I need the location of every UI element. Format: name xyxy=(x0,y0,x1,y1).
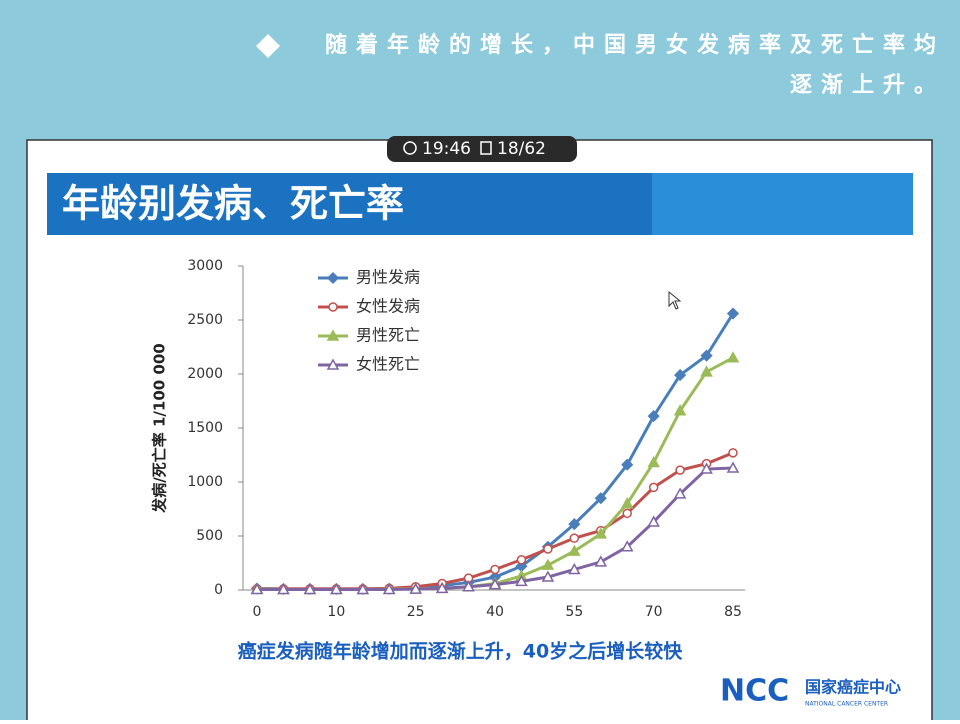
y-tick-label: 2500 xyxy=(187,312,223,328)
data-point xyxy=(648,482,659,493)
data-point xyxy=(490,564,500,575)
data-point xyxy=(515,574,528,587)
data-point xyxy=(674,369,687,382)
logo-name: 国家癌症中心 xyxy=(805,678,901,697)
data-point xyxy=(620,540,634,552)
x-tick-label: 40 xyxy=(486,604,504,620)
data-point xyxy=(621,458,634,471)
data-point xyxy=(700,365,713,377)
data-point xyxy=(673,487,687,499)
status-badge xyxy=(387,136,577,162)
status-page: 18/62 xyxy=(497,139,546,159)
data-point xyxy=(647,410,660,423)
data-point xyxy=(726,461,740,473)
data-point xyxy=(488,578,502,590)
title-band-right xyxy=(652,173,913,235)
data-point xyxy=(700,462,713,474)
slide-frame xyxy=(26,139,933,724)
legend-marker xyxy=(326,329,340,341)
legend-marker xyxy=(326,358,340,370)
logo-mark: NCC xyxy=(720,674,789,709)
y-tick-label: 2000 xyxy=(187,366,223,382)
data-point xyxy=(594,555,608,567)
data-point xyxy=(409,582,422,594)
data-point xyxy=(726,307,740,320)
y-tick-label: 500 xyxy=(196,528,223,544)
data-point xyxy=(594,492,607,505)
legend-label: 男性死亡 xyxy=(356,326,420,345)
header-text: 随着年龄的增长，中国男女发病率及死亡率均逐渐上升。 xyxy=(324,33,945,98)
y-tick-label: 3000 xyxy=(187,258,223,274)
x-tick-label: 25 xyxy=(407,604,425,620)
data-point xyxy=(728,448,738,458)
data-point xyxy=(356,582,370,595)
clock-icon xyxy=(403,141,417,155)
legend-label: 女性死亡 xyxy=(356,355,420,374)
legend-marker xyxy=(328,302,338,312)
data-point xyxy=(673,404,687,416)
header-box: 随着年龄的增长，中国男女发病率及死亡率均逐渐上升。 xyxy=(324,33,945,98)
x-tick-label: 70 xyxy=(645,604,663,620)
data-point xyxy=(435,581,449,594)
y-axis-label: 发病/死亡率 1/100 000 xyxy=(151,343,169,513)
x-tick-label: 55 xyxy=(565,604,583,620)
data-point xyxy=(568,562,581,575)
logo-sub: NATIONAL CANCER CENTER xyxy=(805,701,888,708)
data-point xyxy=(382,582,396,595)
y-tick-label: 1000 xyxy=(187,474,223,490)
data-point xyxy=(726,351,740,363)
data-point xyxy=(541,570,555,582)
data-point xyxy=(568,544,581,556)
data-point xyxy=(250,582,264,595)
x-tick-label: 85 xyxy=(724,604,742,620)
data-point xyxy=(647,456,660,468)
bullet xyxy=(256,34,280,58)
legend-label: 女性发病 xyxy=(356,297,420,316)
legend-label: 男性发病 xyxy=(356,268,420,287)
data-point xyxy=(543,544,553,554)
legend-marker xyxy=(326,271,340,285)
x-tick-label: 0 xyxy=(253,604,262,620)
data-point xyxy=(647,515,660,527)
y-tick-label: 0 xyxy=(214,582,223,598)
chart-title: 年龄别发病、死亡率 xyxy=(62,182,404,226)
data-point xyxy=(700,349,713,362)
page-icon xyxy=(480,141,492,155)
data-point xyxy=(303,582,317,595)
data-point xyxy=(675,465,685,475)
x-tick-label: 10 xyxy=(327,604,345,620)
data-point xyxy=(462,580,475,592)
data-point xyxy=(516,555,527,565)
data-point xyxy=(277,582,290,595)
data-point xyxy=(330,582,343,595)
data-point xyxy=(569,533,580,543)
cursor xyxy=(668,290,682,310)
y-tick-label: 1500 xyxy=(187,420,223,436)
data-point xyxy=(594,527,608,539)
data-point xyxy=(568,518,581,531)
data-point xyxy=(622,508,632,519)
status-time: 19:46 xyxy=(422,139,471,159)
caption: 癌症发病随年龄增加而逐渐上升，40岁之后增长较快 xyxy=(238,640,683,663)
data-point xyxy=(541,558,555,570)
data-point xyxy=(620,497,634,509)
